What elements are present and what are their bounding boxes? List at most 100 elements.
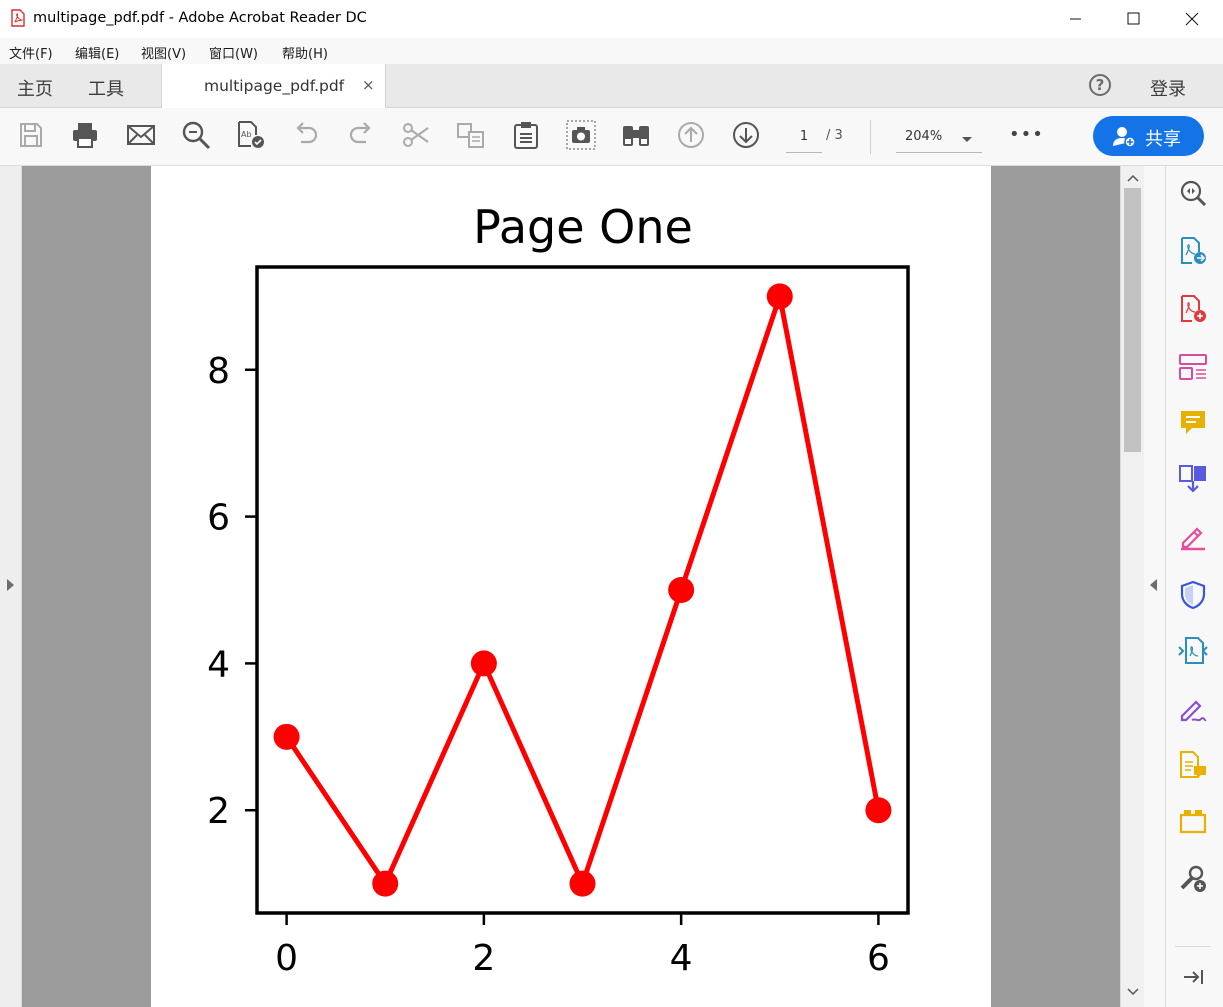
collapse-panel-button[interactable] bbox=[1178, 962, 1208, 992]
scrollbar-thumb[interactable] bbox=[1124, 188, 1141, 452]
create-pdf-button[interactable] bbox=[1178, 294, 1208, 324]
read-aloud-button[interactable]: Ab bbox=[236, 120, 266, 150]
minimize-button[interactable] bbox=[1049, 0, 1103, 38]
combine-files-icon bbox=[1179, 465, 1206, 493]
organize-pages-icon bbox=[1179, 354, 1207, 380]
send-comments-button[interactable] bbox=[1178, 750, 1208, 780]
sign-icon bbox=[1180, 700, 1207, 722]
pdf-page: Page One 0 2 4 6 2 4 6 8 bbox=[151, 166, 991, 1007]
paste-button[interactable] bbox=[511, 120, 541, 150]
organize-pages-button[interactable] bbox=[1178, 352, 1208, 382]
tab-tools[interactable]: 工具 bbox=[88, 79, 124, 100]
save-button[interactable] bbox=[16, 120, 46, 150]
zoom-tool-button[interactable] bbox=[1178, 178, 1208, 208]
print-button[interactable] bbox=[70, 120, 100, 150]
fill-sign-icon bbox=[1181, 527, 1205, 551]
redo-button[interactable] bbox=[346, 120, 376, 150]
chart-title: Page One bbox=[473, 200, 693, 254]
close-window-button[interactable] bbox=[1161, 0, 1215, 38]
svg-text:Ab: Ab bbox=[241, 130, 252, 139]
scroll-up-icon[interactable] bbox=[1127, 174, 1139, 182]
protect-button[interactable] bbox=[1178, 580, 1208, 610]
scroll-down-icon[interactable] bbox=[1127, 988, 1139, 996]
y-tick-label: 8 bbox=[207, 351, 230, 392]
comment-icon bbox=[1181, 411, 1205, 434]
menu-file[interactable]: 文件(F) bbox=[9, 47, 53, 62]
login-button[interactable]: 登录 bbox=[1150, 79, 1186, 100]
page-total: / 3 bbox=[826, 128, 843, 143]
send-comments-icon bbox=[1180, 751, 1206, 778]
y-tick-label: 6 bbox=[207, 498, 230, 539]
copy-button[interactable] bbox=[456, 120, 486, 150]
tools-folder-icon bbox=[1179, 810, 1207, 834]
undo-icon bbox=[296, 122, 318, 144]
menu-help[interactable]: 帮助(H) bbox=[282, 47, 328, 62]
zoom-tool-icon bbox=[1180, 180, 1207, 207]
menu-edit[interactable]: 编辑(E) bbox=[75, 47, 120, 62]
tab-document[interactable]: multipage_pdf.pdf × bbox=[161, 64, 386, 109]
combine-files-button[interactable] bbox=[1178, 464, 1208, 494]
data-point bbox=[569, 870, 596, 897]
x-tick-label: 6 bbox=[867, 938, 890, 979]
minimize-icon bbox=[1070, 18, 1081, 20]
menu-bar: 文件(F) 编辑(E) 视图(V) 窗口(W) 帮助(H) bbox=[0, 38, 1223, 64]
data-point bbox=[470, 650, 497, 677]
tools-panel-toggle[interactable] bbox=[1144, 166, 1165, 1007]
comment-button[interactable] bbox=[1178, 408, 1208, 438]
x-tick-label: 0 bbox=[275, 938, 298, 979]
x-tick-label: 4 bbox=[670, 938, 693, 979]
pdf-file-icon bbox=[10, 9, 26, 27]
tools-folder-button[interactable] bbox=[1178, 806, 1208, 836]
more-tools-icon bbox=[1180, 865, 1206, 892]
tab-home[interactable]: 主页 bbox=[17, 79, 53, 100]
find-button[interactable] bbox=[621, 120, 651, 150]
y-tick-label: 2 bbox=[207, 791, 230, 832]
maximize-button[interactable] bbox=[1105, 0, 1159, 38]
window-title: multipage_pdf.pdf - Adobe Acrobat Reader… bbox=[33, 10, 367, 26]
left-panel-toggle[interactable] bbox=[0, 166, 22, 1007]
search-icon bbox=[182, 121, 211, 150]
export-pdf-icon bbox=[1181, 237, 1206, 264]
sign-button[interactable] bbox=[1178, 694, 1208, 724]
data-point bbox=[372, 870, 399, 897]
more-tools-panel-button[interactable] bbox=[1178, 864, 1208, 894]
page-up-icon bbox=[678, 122, 704, 148]
print-icon bbox=[73, 123, 97, 148]
export-pdf-button[interactable] bbox=[1178, 236, 1208, 266]
paste-icon bbox=[514, 122, 538, 149]
email-button[interactable] bbox=[126, 120, 156, 150]
fill-sign-button[interactable] bbox=[1178, 522, 1208, 552]
chevron-down-icon bbox=[962, 137, 972, 142]
find-icon bbox=[623, 126, 649, 146]
collapse-panel-icon bbox=[1184, 970, 1203, 984]
page-number-input[interactable]: 1 bbox=[786, 126, 822, 153]
toolbar bbox=[0, 108, 1223, 166]
help-icon[interactable]: ? bbox=[1089, 74, 1111, 96]
page-down-icon bbox=[733, 122, 759, 148]
compress-button[interactable] bbox=[1178, 636, 1208, 666]
undo-button[interactable] bbox=[291, 120, 321, 150]
menu-view[interactable]: 视图(V) bbox=[141, 47, 187, 62]
close-tab-icon[interactable]: × bbox=[362, 76, 375, 94]
search-button[interactable] bbox=[181, 120, 211, 150]
share-label: 共享 bbox=[1145, 129, 1181, 150]
copy-icon bbox=[457, 123, 484, 148]
previous-page-button[interactable] bbox=[676, 120, 706, 150]
share-button[interactable]: 共享 bbox=[1093, 116, 1204, 156]
data-point bbox=[766, 283, 793, 310]
read-aloud-icon: Ab bbox=[238, 121, 264, 148]
vertical-scrollbar[interactable] bbox=[1120, 166, 1144, 1007]
next-page-button[interactable] bbox=[731, 120, 761, 150]
data-point bbox=[668, 577, 695, 603]
plot-frame bbox=[255, 265, 910, 915]
snapshot-button[interactable] bbox=[566, 120, 596, 150]
title-bar: multipage_pdf.pdf - Adobe Acrobat Reader… bbox=[0, 0, 1223, 38]
cut-button[interactable] bbox=[401, 120, 431, 150]
data-point bbox=[865, 797, 892, 824]
more-tools-button[interactable]: ••• bbox=[1009, 124, 1044, 145]
maximize-icon bbox=[1127, 12, 1140, 25]
menu-window[interactable]: 窗口(W) bbox=[209, 47, 258, 62]
cut-icon bbox=[403, 123, 429, 147]
protect-icon bbox=[1180, 580, 1206, 610]
zoom-select[interactable]: 204% bbox=[896, 126, 982, 153]
